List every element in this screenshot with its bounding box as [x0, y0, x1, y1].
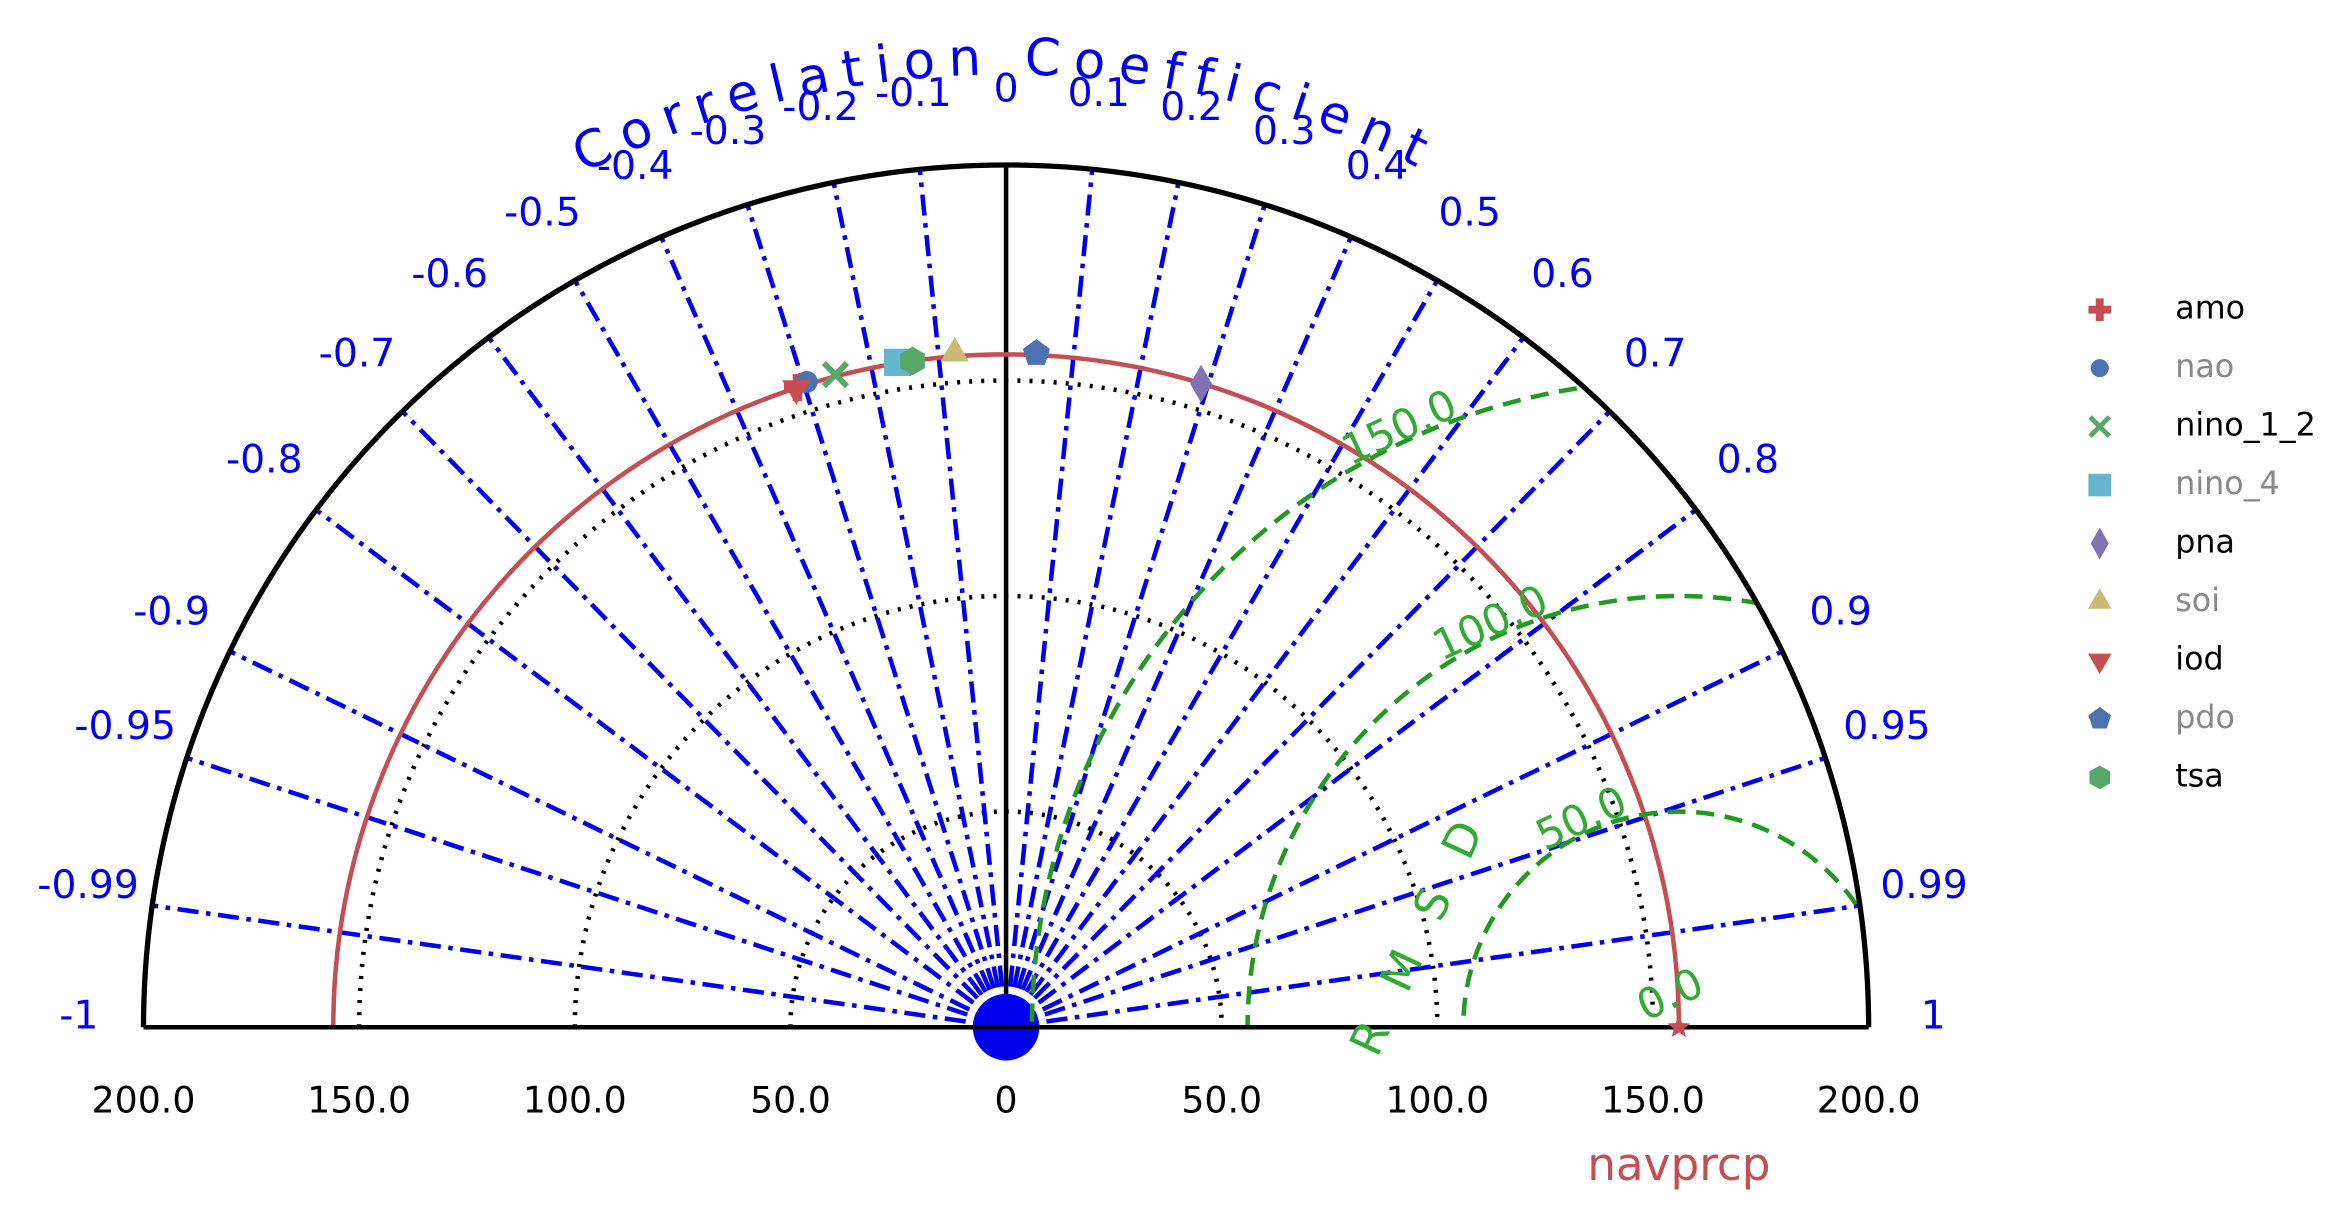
legend-marker [2087, 588, 2112, 609]
legend-marker [2088, 473, 2112, 497]
x-tick-label: 0 [995, 1079, 1018, 1122]
legend-marker [2088, 415, 2112, 438]
rms-label: 100.0 [1425, 575, 1555, 671]
x-tick-label: 150.0 [1601, 1079, 1705, 1122]
rms-contour [1245, 593, 1869, 1028]
rms-label: 50.0 [1528, 776, 1634, 860]
corr-tick-label: -0.5 [504, 191, 581, 236]
grid [140, 162, 1872, 1061]
data-point [1022, 339, 1050, 365]
outer-arc [140, 162, 1872, 1028]
corr-tick-label: 0.95 [1843, 704, 1930, 749]
x-tick-label: 200.0 [92, 1079, 196, 1122]
corr-tick-label: -1 [59, 994, 98, 1039]
rms-label: 0.0 [1629, 958, 1711, 1031]
data-point [782, 380, 811, 405]
rms-label: 150.0 [1334, 379, 1464, 475]
x-tick-label: 200.0 [1817, 1079, 1921, 1122]
legend-label: amo [2175, 291, 2245, 327]
legend-label: nino_4 [2175, 466, 2279, 502]
data-point [821, 361, 850, 389]
legend-label: pdo [2175, 700, 2235, 736]
legend-marker [2087, 653, 2112, 675]
corr-tick-label: 0.4 [1346, 144, 1408, 189]
corr-tick-label: 1 [1921, 994, 1946, 1039]
reference-point [1667, 1015, 1691, 1038]
corr-tick-label: 0.5 [1438, 191, 1500, 236]
legend-label: soi [2175, 583, 2220, 619]
corr-tick-label: -0.99 [37, 863, 139, 908]
corr-grid-line [314, 507, 1008, 1030]
corr-tick-label: 0.2 [1160, 85, 1222, 130]
corr-tick-label: 0.9 [1809, 589, 1871, 634]
corr-tick-label: -0.8 [226, 437, 303, 482]
corr-tick-label: -0.95 [74, 704, 176, 749]
corr-grid-line [917, 168, 1009, 1028]
corr-tick-label: -0.6 [411, 252, 488, 297]
data-point [1190, 364, 1212, 403]
corr-tick-label: 0.6 [1531, 252, 1593, 297]
corr-tick-label: -0.3 [690, 109, 767, 154]
corr-tick-label: 0.3 [1253, 109, 1315, 154]
corr-tick-label: -0.1 [875, 71, 952, 116]
corr-tick-label: 0.99 [1880, 863, 1967, 908]
corr-tick-label: 0.8 [1717, 437, 1779, 482]
legend-label: tsa [2175, 758, 2223, 794]
legend-marker [2090, 527, 2109, 560]
corr-tick-label: 0.7 [1624, 331, 1686, 376]
rmsd-label: RMSD [1339, 777, 1510, 1063]
x-tick-label: 50.0 [1181, 1079, 1262, 1122]
data-point [900, 346, 925, 376]
legend-label: nino_1_2 [2175, 408, 2316, 444]
legend-label: nao [2175, 349, 2234, 385]
corr-tick-label: -0.4 [597, 144, 674, 189]
corr-tick-label: -0.7 [319, 331, 396, 376]
legend-label: iod [2175, 641, 2223, 677]
corr-tick-label: 0 [994, 66, 1019, 111]
corr-tick-label: -0.2 [782, 85, 859, 130]
corr-tick-label: 0.1 [1068, 71, 1130, 116]
corr-grid-line [400, 409, 1008, 1029]
marks [782, 337, 1691, 1038]
legend-marker [2090, 359, 2109, 378]
x-axis-label: navprcp [1587, 1138, 1770, 1191]
x-tick-label: 100.0 [1385, 1079, 1489, 1122]
x-tick-label: 50.0 [750, 1079, 831, 1122]
legend-marker [2089, 765, 2111, 790]
legend-marker [2088, 298, 2112, 322]
labels: 200.0 150.0 100.0 50.0 0 50.0 100.0 150.0 200.0-… [37, 27, 2316, 1191]
data-point [940, 337, 969, 362]
rms-contour [1460, 809, 1869, 1028]
corr-grid-line [185, 755, 1007, 1030]
corr-tick-label: -0.9 [133, 589, 210, 634]
x-tick-label: 150.0 [307, 1079, 411, 1122]
reference-arc [331, 352, 1682, 1028]
x-tick-label: 100.0 [523, 1079, 627, 1122]
corr-grid-line [831, 181, 1009, 1028]
legend-label: pna [2175, 525, 2235, 561]
legend-marker [2088, 707, 2112, 729]
corr-grid-line [1004, 409, 1612, 1029]
